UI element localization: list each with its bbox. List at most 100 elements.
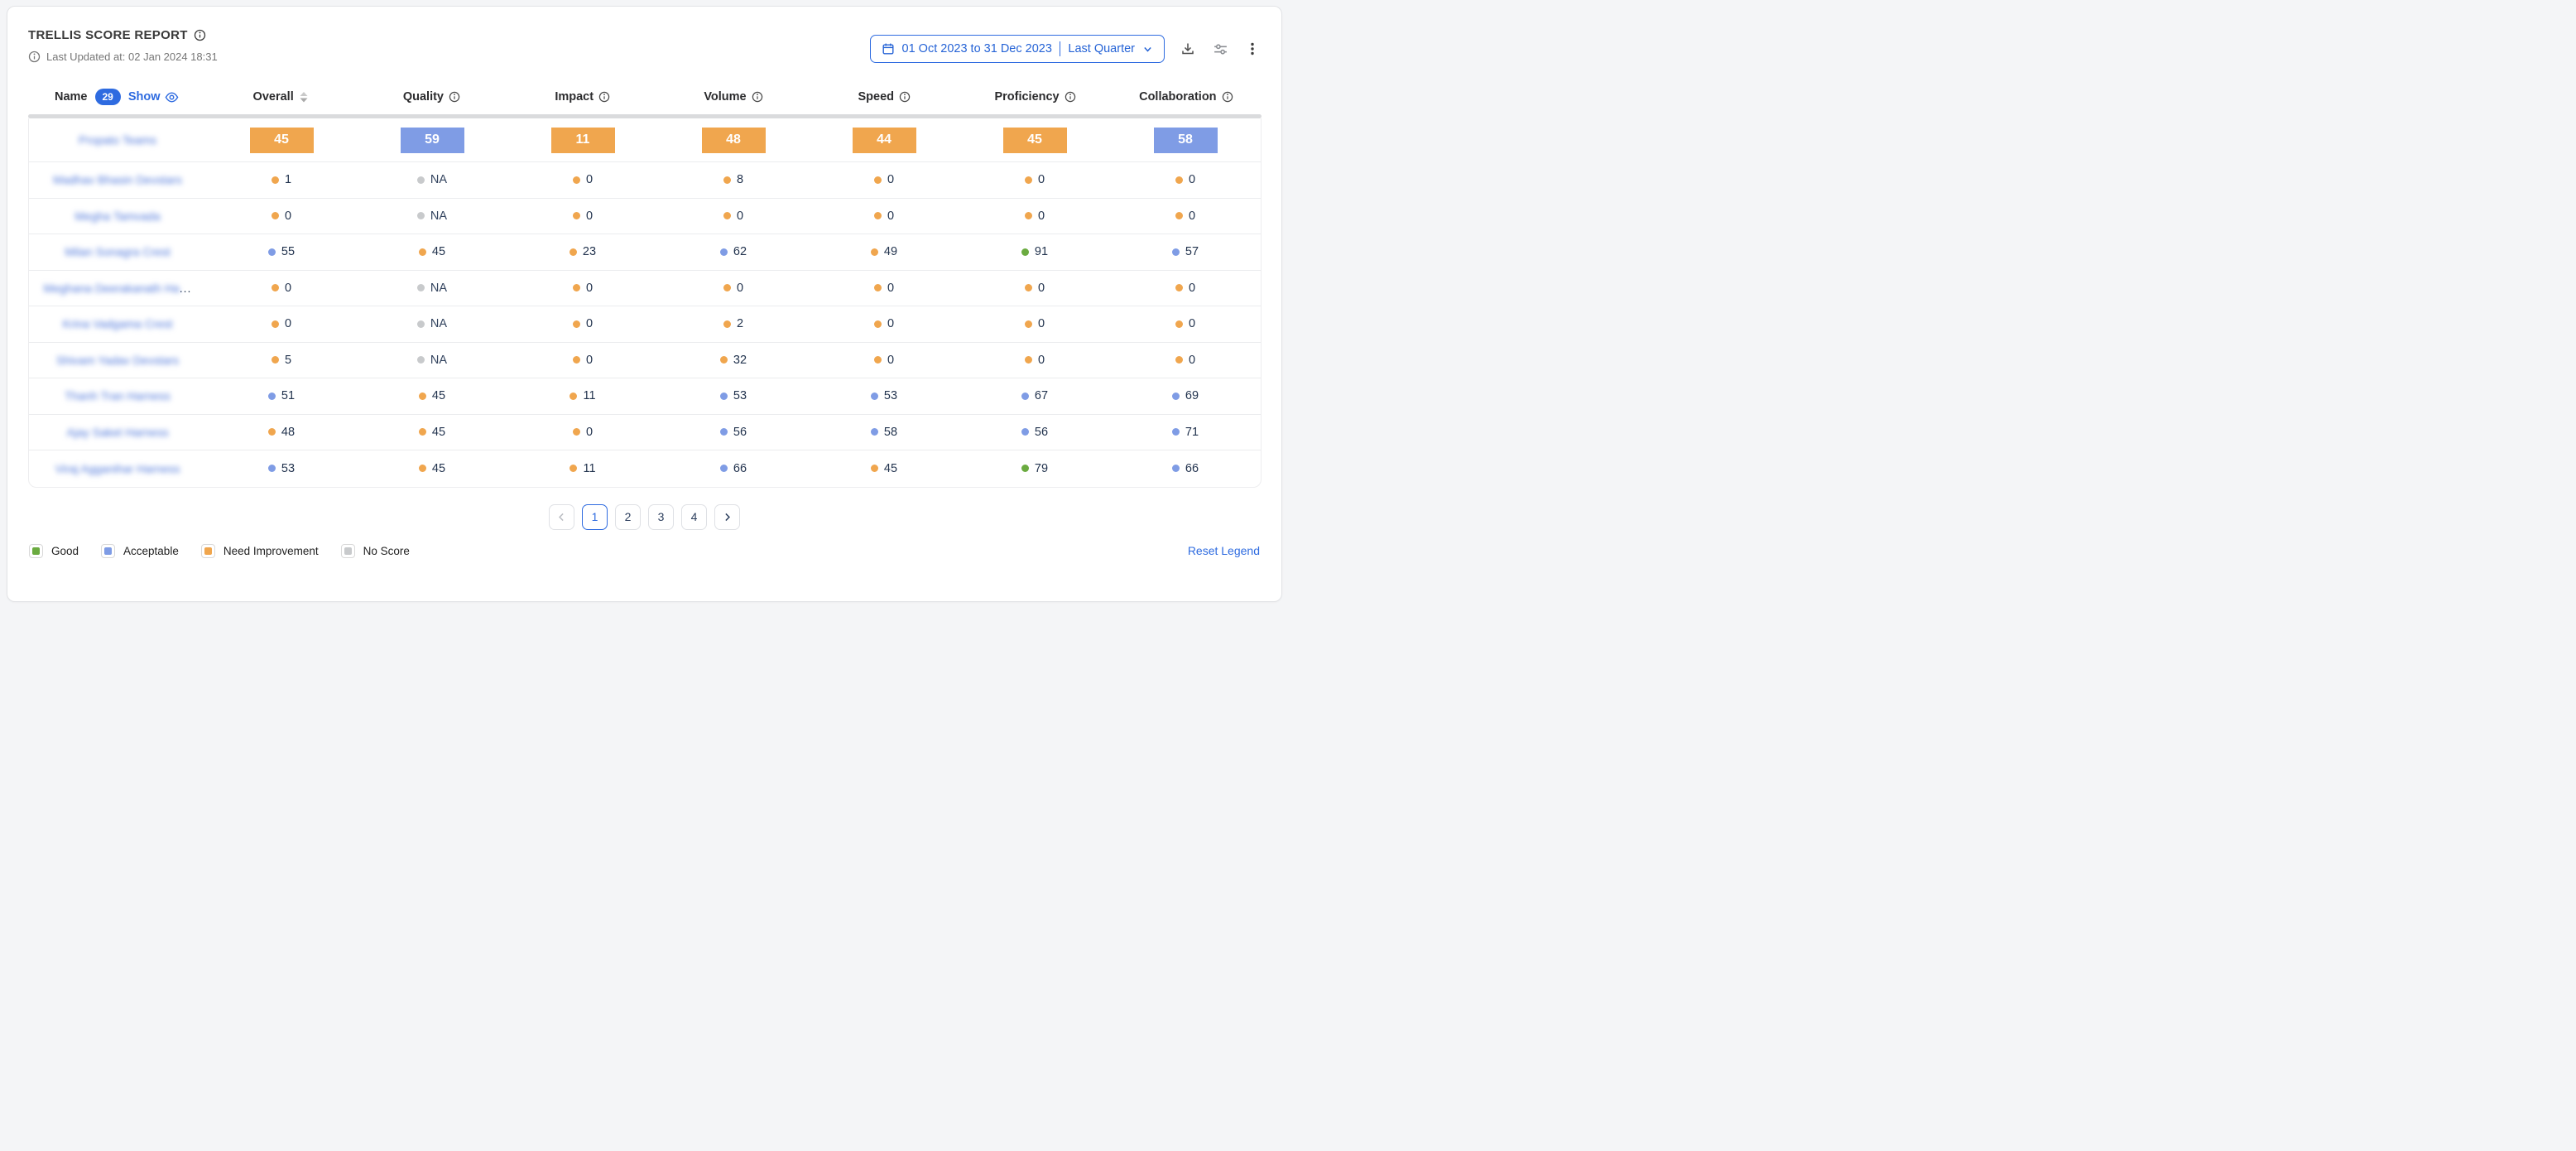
row-name-link[interactable]: Meghana Deerakanath Ha... — [29, 282, 206, 295]
show-toggle[interactable]: Show — [128, 90, 179, 104]
score-value: 0 — [285, 317, 291, 330]
score-value: 0 — [1189, 354, 1195, 367]
score-dot-acceptable — [720, 248, 728, 256]
score-value: 0 — [285, 209, 291, 223]
score-dot-need_improvement — [1025, 356, 1032, 364]
legend-chip — [201, 544, 215, 558]
score-dot-good — [1021, 465, 1029, 472]
score-cell-proficiency: 67 — [959, 389, 1110, 402]
score-value: 2 — [737, 317, 743, 330]
score-cell-overall: 55 — [206, 245, 357, 258]
column-header-collaboration[interactable]: Collaboration — [1111, 90, 1262, 104]
score-value: 71 — [1185, 426, 1199, 439]
column-header-label: Impact — [555, 90, 594, 104]
score-value: 0 — [586, 282, 593, 295]
column-header-impact[interactable]: Impact — [507, 90, 658, 104]
score-cell-speed: 0 — [809, 282, 959, 295]
legend-swatch — [344, 547, 352, 555]
column-header-overall[interactable]: Overall — [205, 90, 356, 104]
settings-button[interactable] — [1211, 40, 1230, 59]
score-dot-need_improvement — [871, 248, 878, 256]
date-range-picker[interactable]: 01 Oct 2023 to 31 Dec 2023 Last Quarter — [870, 35, 1165, 63]
pagination-prev-button[interactable] — [549, 504, 574, 530]
score-cell-speed: 0 — [809, 354, 959, 367]
legend-label: No Score — [363, 545, 410, 557]
score-value: 55 — [281, 245, 295, 258]
column-header-speed[interactable]: Speed — [809, 90, 959, 104]
score-cell-volume: 56 — [658, 426, 809, 439]
score-cell-overall: 53 — [206, 462, 357, 475]
score-cell-collaboration: 0 — [1110, 209, 1261, 223]
score-value: 0 — [1189, 317, 1195, 330]
row-name-link[interactable]: Thanh Tran Harness — [29, 389, 206, 402]
table-row: Krina Vadgama Crest0NA02000 — [29, 306, 1261, 343]
row-name-link[interactable]: Krina Vadgama Crest — [29, 317, 206, 330]
score-value: NA — [430, 317, 447, 330]
row-name-link[interactable]: Ajay Saket Harness — [29, 426, 206, 439]
pagination-page-3[interactable]: 3 — [648, 504, 674, 530]
score-cell-proficiency: 0 — [959, 354, 1110, 367]
score-dot-need_improvement — [570, 248, 577, 256]
score-value: 0 — [887, 282, 894, 295]
score-value: 79 — [1035, 462, 1048, 475]
score-value: 0 — [887, 209, 894, 223]
table-row: Megha Tamvada0NA00000 — [29, 199, 1261, 235]
more-menu-button[interactable] — [1244, 40, 1261, 58]
score-badge: 58 — [1154, 128, 1218, 153]
download-button[interactable] — [1179, 40, 1197, 58]
score-cell-collaboration: 58 — [1110, 128, 1261, 153]
row-name-link[interactable]: Viraj Agganihar Harness — [29, 462, 206, 475]
score-value: 45 — [432, 462, 445, 475]
sort-icon[interactable] — [299, 91, 309, 104]
info-icon — [899, 91, 911, 103]
pagination-page-2[interactable]: 2 — [615, 504, 641, 530]
score-cell-proficiency: 56 — [959, 426, 1110, 439]
date-preset-text: Last Quarter — [1068, 42, 1135, 55]
score-cell-impact: 0 — [507, 317, 658, 330]
pagination-next-button[interactable] — [714, 504, 740, 530]
row-name-link[interactable]: Megha Tamvada — [29, 209, 206, 223]
legend-chip — [29, 544, 43, 558]
score-cell-quality: NA — [357, 282, 507, 295]
score-dot-acceptable — [871, 392, 878, 400]
score-cell-quality: NA — [357, 317, 507, 330]
score-cell-speed: 0 — [809, 317, 959, 330]
score-cell-volume: 8 — [658, 173, 809, 186]
column-header-proficiency[interactable]: Proficiency — [959, 90, 1110, 104]
pagination-page-1[interactable]: 1 — [582, 504, 608, 530]
table-body: Propato Teams45591148444558Madhav Bhasin… — [28, 118, 1262, 488]
row-name-link[interactable]: Propato Teams — [29, 133, 206, 147]
score-cell-volume: 53 — [658, 389, 809, 402]
reset-legend-link[interactable]: Reset Legend — [1188, 544, 1260, 557]
score-dot-need_improvement — [272, 356, 279, 364]
score-cell-overall: 45 — [206, 128, 357, 153]
score-value: 66 — [733, 462, 747, 475]
pagination-page-4[interactable]: 4 — [681, 504, 707, 530]
column-header-quality[interactable]: Quality — [356, 90, 507, 104]
legend-label: Good — [51, 545, 79, 557]
legend-item-no_score[interactable]: No Score — [341, 544, 410, 558]
row-name-link[interactable]: Madhav Bhasin Devstars — [29, 173, 206, 186]
calendar-icon — [882, 42, 895, 55]
score-dot-need_improvement — [1025, 176, 1032, 184]
row-name-link[interactable]: Milan Sonagra Crest — [29, 245, 206, 258]
score-table: Name 29 Show OverallQualityImpactVolumeS… — [28, 79, 1262, 488]
score-value: 0 — [737, 209, 743, 223]
legend-item-good[interactable]: Good — [29, 544, 79, 558]
legend-item-need_improvement[interactable]: Need Improvement — [201, 544, 319, 558]
table-row: Meghana Deerakanath Ha...0NA00000 — [29, 271, 1261, 307]
title-info-icon[interactable] — [194, 29, 206, 41]
score-dot-acceptable — [720, 428, 728, 436]
table-row: Madhav Bhasin Devstars1NA08000 — [29, 162, 1261, 199]
score-dot-need_improvement — [874, 320, 882, 328]
row-name-link[interactable]: Shivam Yadav Devstars — [29, 354, 206, 367]
score-dot-need_improvement — [723, 176, 731, 184]
score-value: 0 — [586, 173, 593, 186]
legend-item-acceptable[interactable]: Acceptable — [101, 544, 179, 558]
column-header-volume[interactable]: Volume — [658, 90, 809, 104]
score-dot-no_score — [417, 284, 425, 291]
table-row: Milan Sonagra Crest55452362499157 — [29, 234, 1261, 271]
score-value: 1 — [285, 173, 291, 186]
score-value: 0 — [1038, 209, 1045, 223]
score-cell-collaboration: 71 — [1110, 426, 1261, 439]
